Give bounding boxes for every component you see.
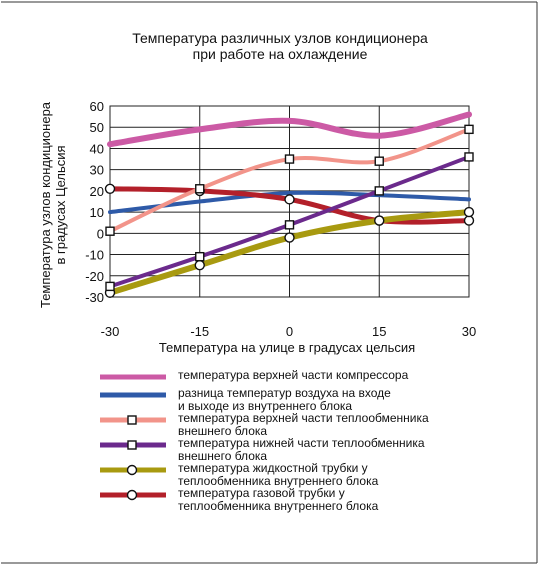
legend-swatch: [100, 374, 166, 380]
x-axis-label: Температура на улице в градусах цельсия: [159, 340, 415, 355]
y-tick-label: 50: [90, 120, 104, 135]
y-tick-label: 10: [90, 205, 104, 220]
data-point-marker: [374, 186, 384, 196]
legend-label-line: температура жидкостной трубки у: [178, 461, 368, 475]
legend-label-line: температура верхней части теплообменника: [178, 411, 429, 425]
x-tick-label: 0: [286, 324, 293, 339]
legend-label-line: внешнего блока: [178, 449, 268, 463]
x-tick-label: -15: [190, 324, 209, 339]
legend-label: температура нижней части теплообменника в…: [178, 437, 425, 463]
series-line-1: [107, 111, 472, 148]
y-tick-label: 40: [90, 141, 104, 156]
data-point-marker: [105, 226, 115, 236]
x-tick-label: -30: [101, 324, 120, 339]
legend-label-line: разница температур воздуха на входе: [178, 386, 391, 400]
legend-swatch: [100, 464, 166, 476]
series-line-2: [108, 190, 471, 215]
data-point-marker: [284, 232, 295, 243]
legend-item: температура верхней части компрессора: [100, 368, 520, 385]
x-tick-label: 30: [462, 324, 476, 339]
legend-label: температура газовой трубки у теплообменни…: [178, 487, 378, 513]
legend-label-line: внешнего блока: [178, 424, 268, 438]
y-tick-label: -10: [85, 248, 104, 263]
legend-item: температура газовой трубки у теплообменни…: [100, 486, 520, 513]
chart-legend: температура верхней части компрессора раз…: [100, 368, 520, 513]
y-tick-label: -30: [85, 290, 104, 305]
y-tick-label: 0: [97, 226, 104, 241]
legend-swatch-marker: [127, 440, 137, 450]
legend-label: температура верхней части теплообменника…: [178, 412, 429, 438]
legend-label: разница температур воздуха на входе и вых…: [178, 387, 391, 413]
y-axis-label-line: в градусах Цельсия: [53, 145, 68, 264]
legend-label: температура жидкостной трубки у теплообме…: [178, 462, 378, 488]
y-axis-label-line: Температура узлов кондиционера: [38, 101, 53, 308]
legend-label: температура верхней части компрессора: [178, 369, 408, 382]
chart-title-line-2: при работе на охлаждение: [192, 46, 368, 62]
data-point-marker: [374, 215, 385, 226]
y-tick-label: 20: [90, 184, 104, 199]
legend-item: температура нижней части теплообменника в…: [100, 436, 520, 463]
legend-item: температура верхней части теплообменника…: [100, 411, 520, 438]
data-point-marker: [195, 251, 205, 262]
data-point-marker: [374, 156, 384, 166]
y-tick-label: 30: [90, 163, 104, 178]
data-point-marker: [464, 124, 474, 135]
legend-swatch-marker: [126, 464, 138, 476]
line-chart: 60 50 40 30 20 10 0 -10 -20 -30 -30 -15 0 15 30 Темпера…: [38, 99, 476, 355]
legend-label-line: температура газовой трубки у: [178, 486, 345, 500]
legend-label-line: температура верхней части компрессора: [178, 368, 409, 382]
data-point-marker: [464, 152, 474, 162]
data-point-marker: [284, 220, 295, 230]
data-point-marker: [463, 215, 475, 226]
legend-swatch-marker: [126, 489, 138, 501]
legend-item: разница температур воздуха на входе и вых…: [100, 386, 520, 413]
data-point-marker: [105, 281, 115, 292]
y-tick-label: 60: [90, 99, 104, 114]
data-point-marker: [463, 206, 475, 218]
chart-title-line-1: Температура различных узлов кондиционера: [132, 30, 428, 46]
plot-area-border: [109, 105, 470, 298]
legend-swatch-marker: [127, 415, 137, 425]
legend-item: температура жидкостной трубки у теплообме…: [100, 461, 520, 488]
data-point-marker: [284, 154, 295, 164]
legend-swatch: [100, 440, 166, 450]
legend-label-line: температура нижней части теплообменника: [178, 436, 425, 450]
data-point-marker: [104, 183, 116, 194]
y-tick-label: -20: [85, 269, 104, 284]
legend-swatch: [100, 415, 166, 425]
data-point-marker: [194, 259, 205, 271]
legend-label-line: и выходе из внутреннего блока: [178, 399, 353, 413]
legend-swatch: [100, 489, 166, 501]
legend-label-line: теплообменника внутреннего блока: [178, 499, 379, 513]
data-point-marker: [284, 194, 295, 205]
legend-swatch: [100, 392, 166, 398]
x-tick-label: 15: [372, 324, 386, 339]
data-point-marker: [195, 184, 205, 194]
legend-label-line: теплообменника внутреннего блока: [178, 474, 379, 488]
